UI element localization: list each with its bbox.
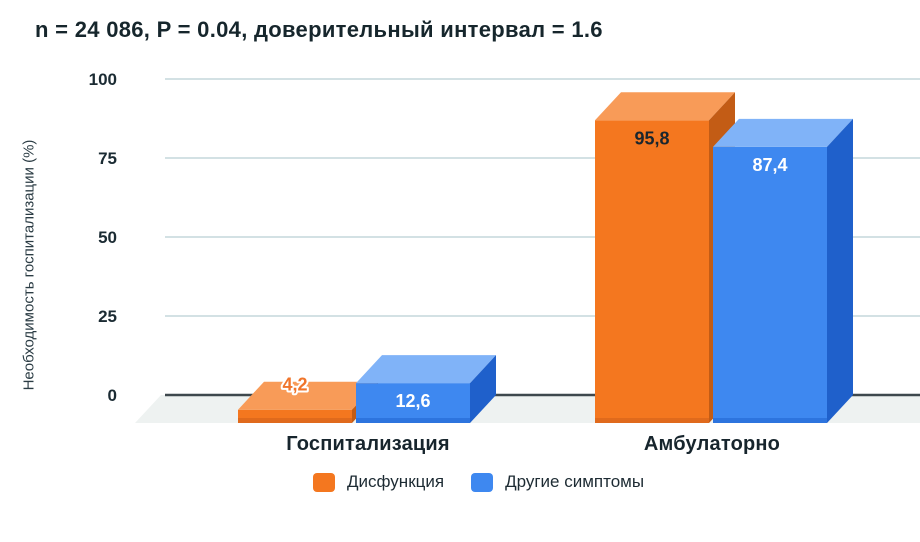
bar-front xyxy=(356,383,470,423)
bar-bottom-edge xyxy=(356,418,470,423)
bar-top xyxy=(713,118,853,147)
bar-bottom-edge xyxy=(595,418,709,423)
bar-front xyxy=(595,120,709,423)
bar-value-label: 12,6 xyxy=(395,391,430,411)
legend-label: Дисфункция xyxy=(347,472,445,491)
y-tick-label: 0 xyxy=(108,386,117,405)
bar-value-label: 95,8 xyxy=(634,128,669,148)
bar-value-label: 4,2 xyxy=(282,375,307,395)
bar-top xyxy=(238,381,378,410)
y-tick-label: 25 xyxy=(98,307,117,326)
bar-value-label: 87,4 xyxy=(752,155,787,175)
y-tick-label: 75 xyxy=(98,149,117,168)
bar-top xyxy=(595,92,735,121)
bar-front xyxy=(713,146,827,424)
bar-bottom-edge xyxy=(238,418,352,423)
x-category-label: Госпитализация xyxy=(286,433,450,455)
bar-top xyxy=(356,355,496,384)
legend: Дисфункция Другие симптомы xyxy=(313,472,644,492)
y-tick-label: 100 xyxy=(89,70,117,89)
legend-swatch-icon xyxy=(313,472,335,492)
chart-title: n = 24 086, P = 0.04, доверительный инте… xyxy=(35,17,603,42)
legend-item: Дисфункция xyxy=(313,472,444,492)
x-category-label: Амбулаторно xyxy=(643,433,781,455)
bar-bottom-edge xyxy=(713,418,827,423)
y-tick-label: 50 xyxy=(98,228,117,247)
legend-item: Другие симптомы xyxy=(471,472,644,492)
bar-side xyxy=(827,118,853,423)
legend-swatch-icon xyxy=(471,472,494,492)
legend-label: Другие симптомы xyxy=(505,472,645,491)
bar-side xyxy=(470,355,496,423)
